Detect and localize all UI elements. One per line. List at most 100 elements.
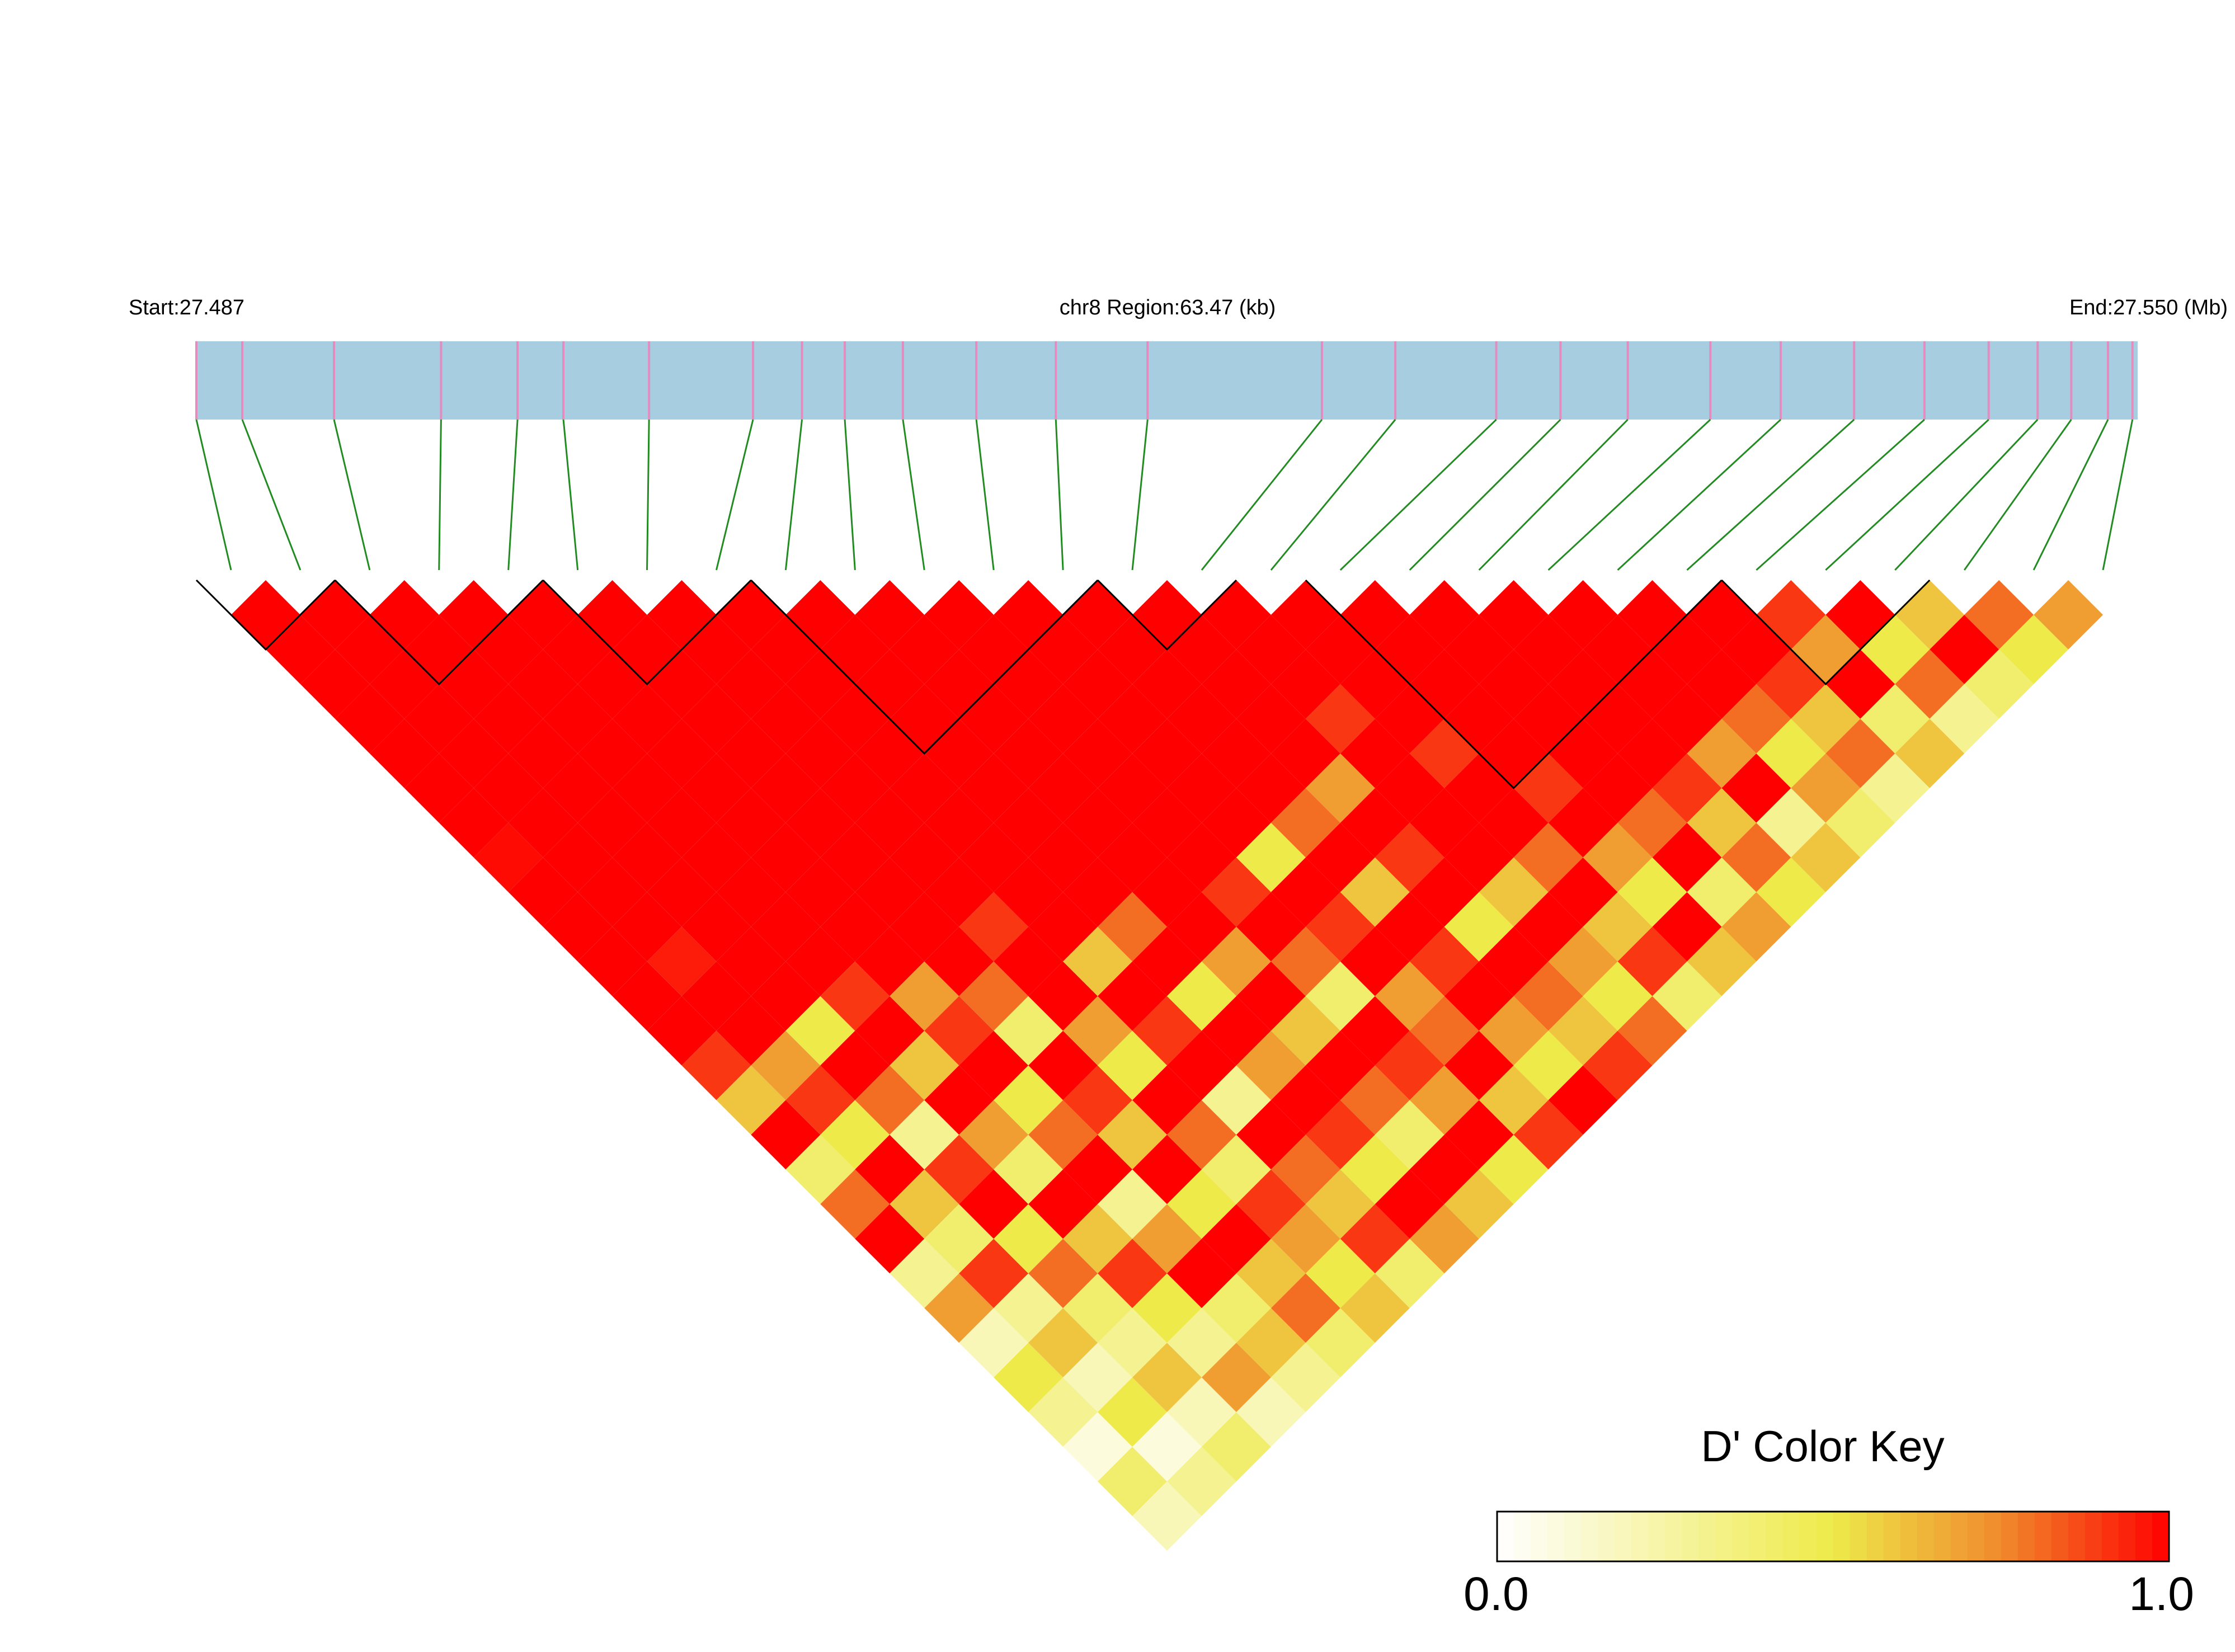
color-key-swatch bbox=[1883, 1512, 1901, 1561]
color-key-swatch bbox=[1933, 1512, 1951, 1561]
ld-cell bbox=[1340, 788, 1410, 858]
color-key-swatch bbox=[1766, 1512, 1784, 1561]
snp-connector bbox=[438, 419, 442, 571]
ld-cell bbox=[1687, 788, 1757, 858]
ld-cell bbox=[1098, 1169, 1167, 1239]
color-key-swatch bbox=[1917, 1512, 1935, 1561]
ld-cell bbox=[855, 1204, 925, 1274]
ld-cell bbox=[1167, 1100, 1236, 1170]
ld-cell bbox=[2034, 580, 2104, 649]
end-label: End:27.550 (Mb) bbox=[2069, 296, 2228, 319]
ld-cell bbox=[1409, 1204, 1479, 1274]
snp-connector bbox=[844, 419, 856, 571]
color-key-swatch bbox=[2051, 1512, 2069, 1561]
ld-cell bbox=[1548, 580, 1618, 649]
color-key-swatch bbox=[1782, 1512, 1800, 1561]
ld-cell bbox=[1444, 1030, 1514, 1100]
snp-connector bbox=[195, 419, 232, 571]
ld-cell bbox=[1548, 996, 1618, 1066]
ld-cell bbox=[785, 1065, 855, 1135]
ld-cell bbox=[1132, 788, 1202, 858]
ld-cell bbox=[1167, 892, 1236, 962]
snp-connector bbox=[1894, 418, 2039, 571]
ld-block bbox=[1097, 579, 1237, 651]
ld-cell bbox=[1028, 1169, 1098, 1239]
ld-cell bbox=[1409, 788, 1479, 858]
ld-cell bbox=[855, 996, 925, 1066]
snp-connector bbox=[784, 419, 803, 571]
ld-cell bbox=[959, 1239, 1029, 1309]
ld-cell bbox=[1409, 1135, 1479, 1204]
ld-cell bbox=[785, 857, 855, 927]
ld-cell bbox=[785, 926, 855, 996]
color-key-swatch bbox=[1715, 1512, 1733, 1561]
color-key-swatch bbox=[1698, 1512, 1716, 1561]
color-key-swatch bbox=[1900, 1512, 1918, 1561]
ld-cell bbox=[543, 753, 613, 823]
ld-cell bbox=[890, 1239, 959, 1309]
ld-cell bbox=[1028, 1308, 1098, 1378]
ld-cell bbox=[1028, 892, 1098, 962]
ld-cell bbox=[369, 718, 439, 788]
ld-cell bbox=[716, 718, 786, 788]
color-key-frame bbox=[1496, 1510, 2170, 1562]
ld-cell bbox=[716, 649, 786, 719]
ld-cell bbox=[647, 580, 717, 649]
snp-connector bbox=[1131, 419, 1149, 571]
ld-cell bbox=[1167, 1377, 1236, 1447]
color-key-tick-label: 0.0 bbox=[1464, 1568, 1529, 1620]
ld-cell bbox=[1167, 1169, 1236, 1239]
color-key-swatch bbox=[2017, 1512, 2035, 1561]
color-key-swatch bbox=[1950, 1512, 1968, 1561]
color-key-swatch bbox=[1514, 1512, 1532, 1561]
ld-cell bbox=[1548, 788, 1618, 858]
ld-cell bbox=[543, 892, 613, 962]
ld-cell bbox=[855, 857, 925, 927]
snp-connector bbox=[241, 419, 302, 571]
ld-cell bbox=[1964, 649, 2034, 719]
snp-connector bbox=[1547, 418, 1711, 571]
ld-cell bbox=[1098, 753, 1167, 823]
ld-cell bbox=[612, 892, 682, 962]
color-key-swatch bbox=[2118, 1512, 2136, 1561]
chart-title: chr8 Region:63.47 (kb) bbox=[1060, 296, 1276, 319]
region-bar bbox=[196, 341, 2138, 420]
snp-connector bbox=[902, 419, 925, 571]
ld-cell bbox=[1305, 1308, 1375, 1378]
ld-cell bbox=[1409, 926, 1479, 996]
ld-cell bbox=[1791, 822, 1861, 892]
ld-cell bbox=[959, 892, 1029, 962]
ld-cell bbox=[1652, 822, 1722, 892]
ld-cell bbox=[1167, 684, 1236, 754]
ld-block bbox=[542, 579, 752, 686]
ld-block bbox=[195, 579, 336, 651]
ld-cell bbox=[1201, 788, 1271, 858]
ld-cell bbox=[959, 822, 1029, 892]
color-key-swatch bbox=[1648, 1512, 1666, 1561]
ld-cell bbox=[1167, 1239, 1236, 1309]
ld-cell bbox=[1305, 961, 1375, 1031]
ld-cell bbox=[1583, 1030, 1653, 1100]
ld-cell bbox=[785, 718, 855, 788]
ld-cell bbox=[1479, 1135, 1549, 1204]
ld-cell bbox=[473, 822, 543, 892]
ld-cell bbox=[1375, 1030, 1444, 1100]
ld-cell bbox=[1098, 684, 1167, 754]
snp-connector bbox=[1825, 418, 1989, 571]
ld-cell bbox=[1167, 961, 1236, 1031]
color-key-swatch bbox=[1631, 1512, 1649, 1561]
ld-cell bbox=[1028, 1239, 1098, 1309]
color-key-swatch bbox=[1833, 1512, 1851, 1561]
color-key-swatch bbox=[1850, 1512, 1867, 1561]
snp-connector bbox=[1686, 418, 1855, 571]
ld-cell bbox=[1098, 1239, 1167, 1309]
ld-block bbox=[750, 579, 1099, 755]
snp-connector bbox=[507, 419, 519, 571]
ld-cell bbox=[1305, 753, 1375, 823]
ld-cell bbox=[959, 753, 1029, 823]
ld-cell bbox=[1305, 822, 1375, 892]
ld-cell bbox=[1305, 1239, 1375, 1309]
ld-cell bbox=[890, 1169, 959, 1239]
